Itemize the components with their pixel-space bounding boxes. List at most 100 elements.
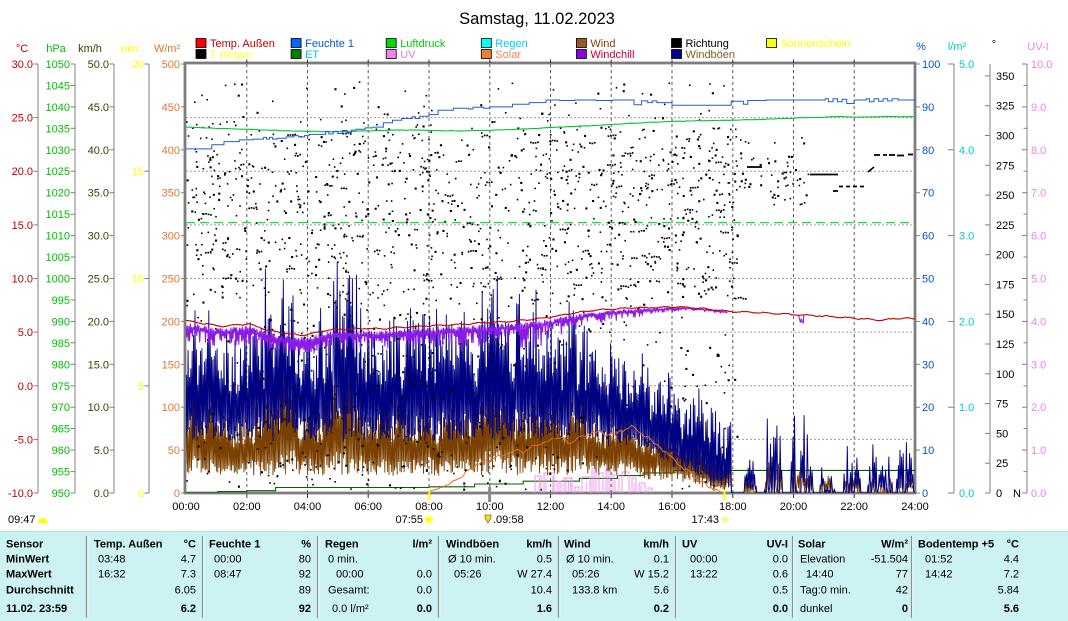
svg-text:950: 950 (52, 488, 70, 500)
svg-text:90: 90 (922, 102, 934, 114)
svg-text:960: 960 (52, 445, 70, 457)
svg-text:Ø 10 min.: Ø 10 min. (566, 554, 614, 566)
svg-text:100: 100 (922, 59, 940, 71)
svg-text:1015: 1015 (46, 209, 70, 221)
svg-text:80: 80 (922, 145, 934, 157)
svg-text:92: 92 (299, 569, 311, 581)
svg-text:Feuchte 1: Feuchte 1 (305, 38, 354, 50)
svg-text:02:00: 02:00 (233, 501, 261, 513)
svg-text:300: 300 (996, 131, 1014, 143)
svg-text:W/m²: W/m² (154, 43, 181, 55)
svg-text:Tag:0 min.: Tag:0 min. (800, 585, 851, 597)
svg-text:UV: UV (682, 539, 698, 551)
svg-text:0: 0 (174, 488, 180, 500)
svg-text:0: 0 (902, 603, 908, 615)
svg-text:0.0: 0.0 (18, 381, 33, 393)
svg-text:0: 0 (922, 488, 928, 500)
svg-text:MaxWert: MaxWert (6, 569, 52, 581)
svg-text:5.0: 5.0 (1031, 274, 1046, 286)
svg-text:0.2: 0.2 (654, 603, 669, 615)
svg-text:16:00: 16:00 (658, 501, 686, 513)
svg-text:0: 0 (996, 488, 1002, 500)
svg-text:UV: UV (400, 49, 416, 61)
svg-text:Durchschnitt: Durchschnitt (6, 585, 74, 597)
svg-text:2.0: 2.0 (959, 316, 974, 328)
svg-text:15.0: 15.0 (88, 359, 109, 371)
svg-text:1030: 1030 (46, 145, 70, 157)
svg-text:995: 995 (52, 295, 70, 307)
svg-text:0.5: 0.5 (537, 554, 552, 566)
svg-text:350: 350 (996, 71, 1014, 83)
svg-text:UV-I: UV-I (1027, 41, 1048, 53)
svg-text:Elevation: Elevation (800, 554, 845, 566)
svg-text:hPa: hPa (46, 43, 66, 55)
svg-text:25.0: 25.0 (88, 274, 109, 286)
svg-text:50: 50 (168, 445, 180, 457)
svg-text:MinWert: MinWert (6, 554, 50, 566)
svg-text:30.0: 30.0 (12, 59, 33, 71)
svg-text:9.0: 9.0 (1031, 102, 1046, 114)
svg-text:25.0: 25.0 (12, 113, 33, 125)
svg-text:14:40: 14:40 (806, 569, 834, 581)
svg-text:20:00: 20:00 (780, 501, 808, 513)
svg-text:Gesamt:: Gesamt: (328, 585, 370, 597)
svg-text:4.4: 4.4 (1004, 554, 1019, 566)
svg-text:6.2: 6.2 (181, 603, 196, 615)
svg-text:10: 10 (132, 274, 144, 286)
svg-text:10:00: 10:00 (476, 501, 504, 513)
svg-text:17:43: 17:43 (691, 514, 719, 526)
svg-text:Temp. Außen: Temp. Außen (210, 38, 275, 50)
svg-text:5.0: 5.0 (94, 445, 109, 457)
svg-text:3.0: 3.0 (1031, 359, 1046, 371)
svg-text:-51.504: -51.504 (871, 554, 908, 566)
svg-text:1050: 1050 (46, 59, 70, 71)
svg-text:30: 30 (922, 359, 934, 371)
svg-text:24:00: 24:00 (901, 501, 929, 513)
svg-text:km/h: km/h (643, 539, 669, 551)
svg-text:0.0: 0.0 (1031, 488, 1046, 500)
svg-text:50: 50 (996, 428, 1008, 440)
svg-text:200: 200 (996, 250, 1014, 262)
svg-text:Windböen: Windböen (446, 539, 499, 551)
svg-text:975: 975 (52, 381, 70, 393)
svg-text:Windböen: Windböen (686, 49, 736, 61)
svg-text:200: 200 (162, 316, 180, 328)
svg-text:Windchill: Windchill (590, 49, 634, 61)
svg-text:08:47: 08:47 (214, 569, 242, 581)
svg-text:00:00: 00:00 (690, 554, 718, 566)
svg-text:l/m²: l/m² (948, 41, 967, 53)
svg-text:03:48: 03:48 (98, 554, 126, 566)
svg-text:6.0: 6.0 (1031, 231, 1046, 243)
svg-text:0.0: 0.0 (773, 603, 788, 615)
svg-text:89: 89 (299, 585, 311, 597)
svg-text:100: 100 (162, 402, 180, 414)
svg-text:980: 980 (52, 359, 70, 371)
svg-text:.09:58: .09:58 (493, 514, 524, 526)
svg-text:10.0: 10.0 (1031, 59, 1052, 71)
svg-text:dunkel: dunkel (800, 603, 832, 615)
svg-text:1020: 1020 (46, 188, 70, 200)
svg-text:2.0: 2.0 (1031, 402, 1046, 414)
svg-text:15.0: 15.0 (12, 220, 33, 232)
svg-text:22:00: 22:00 (840, 501, 868, 513)
svg-text:ET: ET (305, 49, 319, 61)
svg-text:5.84: 5.84 (998, 585, 1019, 597)
svg-text:150: 150 (162, 359, 180, 371)
svg-text:10.0: 10.0 (12, 274, 33, 286)
svg-text:250: 250 (162, 274, 180, 286)
svg-text:250: 250 (996, 190, 1014, 202)
svg-text:06:00: 06:00 (354, 501, 382, 513)
svg-text:W/m²: W/m² (881, 539, 908, 551)
svg-text:Wind: Wind (564, 539, 591, 551)
svg-text:°C: °C (16, 43, 28, 55)
svg-text:min.: min. (121, 43, 142, 55)
svg-text:45.0: 45.0 (88, 102, 109, 114)
svg-text:5.0: 5.0 (959, 59, 974, 71)
svg-text:40.0: 40.0 (88, 145, 109, 157)
svg-text:12:00: 12:00 (537, 501, 565, 513)
svg-text:%: % (916, 41, 926, 53)
svg-text:150: 150 (996, 309, 1014, 321)
svg-text:0.0: 0.0 (959, 488, 974, 500)
svg-text:W 15.2: W 15.2 (634, 569, 669, 581)
svg-text:25: 25 (996, 458, 1008, 470)
